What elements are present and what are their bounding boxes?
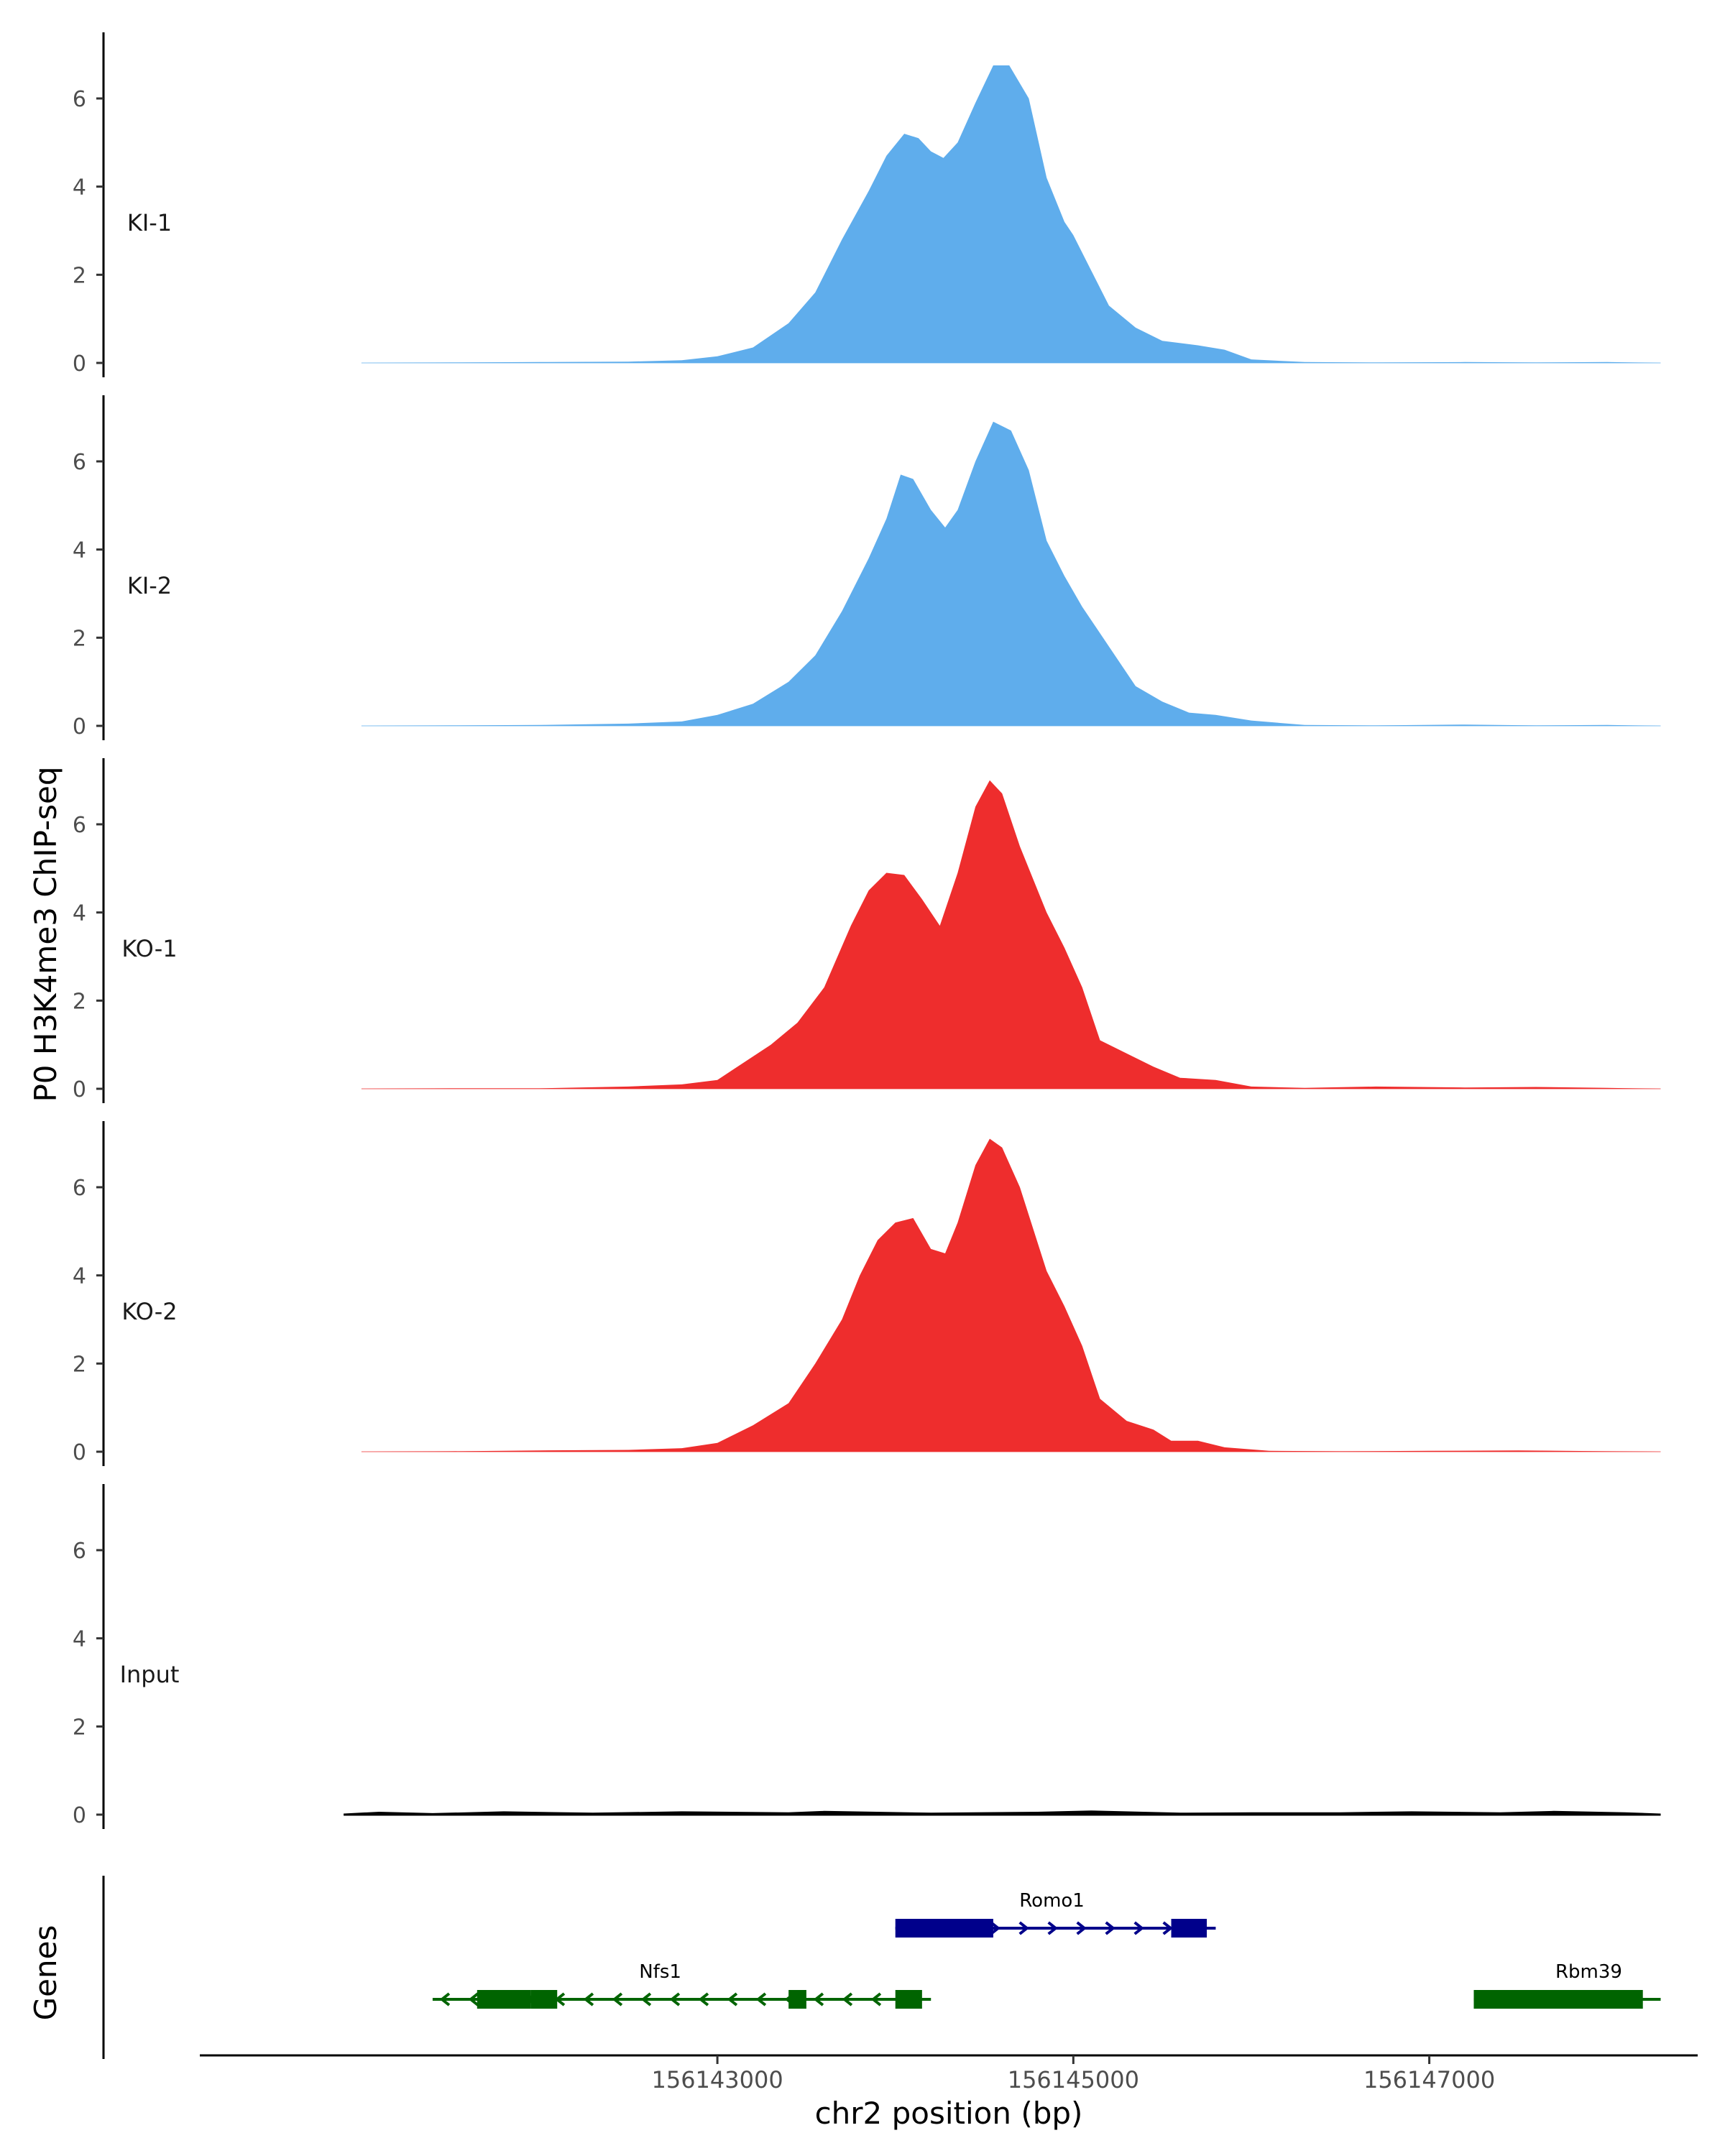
exon-block — [530, 1990, 558, 2009]
signal-area-input — [344, 1810, 1661, 1816]
signal-area-ko-2 — [361, 1138, 1661, 1452]
y-tick-label: 4 — [73, 175, 86, 201]
y-tick-label: 4 — [73, 1627, 86, 1652]
y-tick-label: 6 — [73, 813, 86, 838]
strand-arrow — [612, 1992, 623, 2007]
exon-block — [1171, 1919, 1208, 1938]
exon-block — [895, 1990, 922, 2009]
track-label: KO-1 — [121, 935, 177, 962]
signal-area-ki-2 — [361, 421, 1661, 726]
strand-arrow — [1105, 1921, 1116, 1935]
track-ki-1: 0 2 4 6 KI-1 — [73, 32, 1661, 377]
track-ki-2: 0 2 4 6 KI-2 — [73, 395, 1661, 740]
y-tick-label: 2 — [73, 263, 86, 288]
y-tick-label: 6 — [73, 1539, 86, 1564]
y-tick-label: 6 — [73, 450, 86, 475]
strand-arrow — [1047, 1921, 1058, 1935]
gene-label: Nfs1 — [639, 1961, 681, 1983]
exon-block — [477, 1990, 531, 2009]
signal-area-ko-1 — [361, 780, 1661, 1089]
strand-arrow — [990, 1921, 1000, 1935]
y-tick-label: 4 — [73, 1264, 86, 1289]
gene-romo1: Romo1 — [895, 1890, 1216, 1938]
strand-arrow — [755, 1992, 767, 2007]
strand-arrow — [1076, 1921, 1087, 1935]
strand-arrow — [870, 1992, 882, 2007]
y-tick-label: 2 — [73, 1352, 86, 1377]
exon-block — [895, 1919, 993, 1938]
x-tick-label: 156143000 — [651, 2066, 783, 2093]
exon-block — [1473, 1990, 1643, 2009]
strand-arrow — [727, 1992, 738, 2007]
gene-rbm39: Rbm39 — [1473, 1961, 1661, 2009]
track-input: 0 2 4 6 Input — [73, 1484, 1661, 1829]
gene-nfs1: Nfs1 — [432, 1961, 932, 2009]
strand-arrow — [640, 1992, 652, 2007]
signal-area-ki-1 — [361, 65, 1661, 363]
track-ko-1: 0 2 4 6 KO-1 — [73, 758, 1661, 1103]
strand-arrow — [468, 1992, 479, 2007]
strand-arrow — [842, 1992, 853, 2007]
y-tick-label: 6 — [73, 1176, 86, 1201]
y-tick-label: 0 — [73, 1440, 86, 1465]
y-tick-label: 0 — [73, 714, 86, 740]
y-tick-label: 2 — [73, 626, 86, 651]
x-axis-title: chr2 position (bp) — [815, 2096, 1083, 2131]
exon-block — [788, 1990, 806, 2009]
strand-arrow — [669, 1992, 681, 2007]
y-tick-label: 6 — [73, 87, 86, 112]
strand-arrow — [1133, 1921, 1144, 1935]
y-tick-label: 2 — [73, 1715, 86, 1740]
genes-panel: Romo1 Nfs1 Rbm39 — [102, 1876, 1661, 2059]
strand-arrow — [583, 1992, 594, 2007]
y-tick-label: 0 — [73, 1803, 86, 1828]
track-label: Input — [120, 1661, 180, 1688]
strand-arrow — [1162, 1921, 1173, 1935]
y-tick-label: 2 — [73, 989, 86, 1014]
strand-arrow — [1018, 1921, 1029, 1935]
strand-arrow — [439, 1992, 451, 2007]
track-ko-2: 0 2 4 6 KO-2 — [73, 1121, 1661, 1466]
y-tick-label: 0 — [73, 1077, 86, 1102]
y-tick-label: 4 — [73, 901, 86, 926]
strand-arrow — [813, 1992, 824, 2007]
genes-panel-label: Genes — [28, 1925, 63, 2021]
y-tick-label: 0 — [73, 351, 86, 377]
gene-label: Rbm39 — [1555, 1961, 1622, 1983]
x-axis: 156143000 156145000 156147000 — [200, 2054, 1698, 2093]
track-label: KI-1 — [127, 209, 172, 236]
y-axis-title: P0 H3K4me3 ChIP-seq — [28, 766, 63, 1102]
track-label: KO-2 — [121, 1298, 177, 1325]
track-label: KI-2 — [127, 572, 172, 599]
gene-label: Romo1 — [1019, 1890, 1085, 1912]
x-tick-label: 156147000 — [1363, 2066, 1495, 2093]
strand-arrow — [698, 1992, 709, 2007]
signal-tracks: 0 2 4 6 KI-1 0 2 4 6 KI-2 0 2 4 6 KO-1 0 2 4 6 KO-2 0 2 4 6 Inpu… — [73, 32, 1661, 1829]
x-tick-label: 156145000 — [1008, 2066, 1139, 2093]
y-tick-label: 4 — [73, 538, 86, 563]
